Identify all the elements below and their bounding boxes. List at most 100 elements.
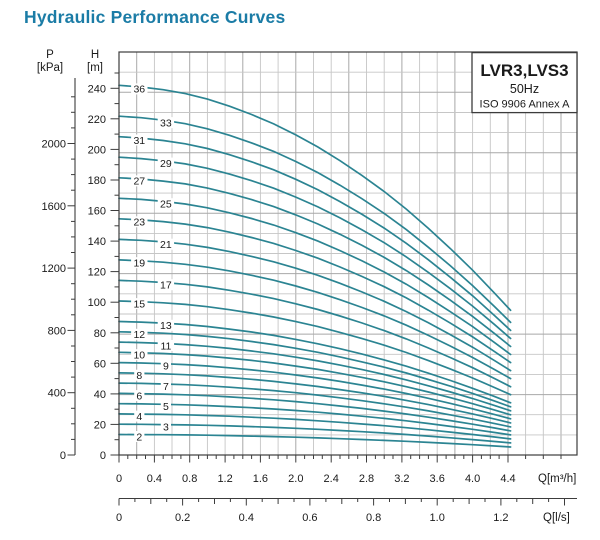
pump-curve-25 bbox=[118, 197, 512, 356]
curve-label-bg-13 bbox=[157, 319, 175, 331]
curve-label-10: 10 bbox=[133, 350, 145, 362]
curve-label-bg-36 bbox=[131, 83, 148, 95]
curve-label-5: 5 bbox=[163, 401, 169, 413]
curve-label-bg-27 bbox=[131, 175, 148, 187]
pump-curve-15 bbox=[118, 300, 512, 396]
pump-curve-19 bbox=[118, 259, 512, 380]
pump-curves-layer bbox=[118, 84, 512, 448]
plot-border bbox=[118, 51, 578, 456]
head-tick-label: 20 bbox=[94, 419, 106, 431]
flow-m3h-tick-label: 3.2 bbox=[394, 473, 409, 485]
pump-curve-27 bbox=[118, 176, 512, 348]
curve-label-33: 33 bbox=[160, 117, 172, 129]
head-tick-label: 240 bbox=[88, 83, 106, 95]
pump-curve-11 bbox=[118, 341, 512, 412]
curve-label-8: 8 bbox=[136, 370, 142, 382]
pump-curve-5 bbox=[118, 402, 512, 436]
curve-label-bg-11 bbox=[157, 340, 175, 351]
flow-ls-axis-label: Q[l/s] bbox=[543, 512, 570, 524]
pump-curve-13 bbox=[118, 320, 512, 404]
flow-m3h-tick-label: 0 bbox=[116, 473, 122, 485]
head-tick-label: 140 bbox=[88, 236, 106, 248]
head-tick-label: 180 bbox=[88, 175, 106, 187]
pressure-axis-unit: [kPa] bbox=[37, 62, 63, 74]
head-tick-label: 0 bbox=[100, 450, 106, 462]
legend-standard: ISO 9906 Annex A bbox=[480, 99, 571, 111]
flow-ls-tick-label: 0 bbox=[116, 512, 122, 524]
curve-label-7: 7 bbox=[163, 381, 169, 393]
pressure-tick-label: 1600 bbox=[42, 201, 66, 213]
flow-m3h-tick-label: 3.6 bbox=[430, 473, 445, 485]
pump-curve-36 bbox=[118, 84, 512, 312]
curve-label-bg-10 bbox=[131, 349, 148, 361]
curve-labels-layer: 36 33 31 29 27 25 23 21 19 17 15 13 12 11 10 9 8 7 6 5 4 3 2 bbox=[131, 83, 175, 443]
curve-label-bg-31 bbox=[131, 134, 148, 146]
page-title: Hydraulic Performance Curves bbox=[24, 7, 286, 27]
curve-label-2: 2 bbox=[136, 431, 142, 443]
pump-curve-29 bbox=[118, 156, 512, 340]
curve-label-bg-29 bbox=[157, 157, 175, 169]
pressure-tick-label: 800 bbox=[48, 325, 66, 337]
curve-label-19: 19 bbox=[133, 258, 145, 270]
flow-ls-tick-label: 0.4 bbox=[239, 512, 254, 524]
pump-curve-6 bbox=[118, 392, 512, 432]
flow-m3h-tick-label: 1.2 bbox=[217, 473, 232, 485]
curve-label-bg-5 bbox=[160, 400, 171, 412]
curve-label-3: 3 bbox=[163, 421, 169, 433]
head-axis-unit: [m] bbox=[87, 62, 103, 74]
curve-label-bg-3 bbox=[160, 421, 171, 433]
flow-m3h-tick-label: 4.0 bbox=[465, 473, 480, 485]
legend-box: LVR3,LVS3 50Hz ISO 9906 Annex A bbox=[471, 51, 578, 114]
curve-label-9: 9 bbox=[163, 361, 169, 373]
pump-curve-17 bbox=[118, 279, 512, 388]
curve-label-36: 36 bbox=[133, 84, 145, 96]
curve-label-27: 27 bbox=[133, 176, 145, 188]
curve-label-bg-23 bbox=[131, 216, 148, 228]
curve-label-12: 12 bbox=[133, 329, 145, 341]
curve-label-bg-8 bbox=[134, 369, 145, 381]
flow-m3h-axis-label: Q[m³/h] bbox=[538, 473, 576, 485]
curve-label-bg-17 bbox=[157, 279, 175, 291]
flow-m3h-tick-label: 2.8 bbox=[359, 473, 374, 485]
pump-curve-12 bbox=[118, 330, 512, 408]
flow-m3h-tick-label: 2.0 bbox=[288, 473, 303, 485]
curve-label-11: 11 bbox=[160, 340, 171, 352]
legend-frequency: 50Hz bbox=[510, 82, 539, 96]
pump-curve-4 bbox=[118, 413, 512, 440]
pump-curve-8 bbox=[118, 372, 512, 424]
pressure-tick-label: 1200 bbox=[42, 263, 66, 275]
curve-label-bg-6 bbox=[134, 390, 145, 402]
curve-label-17: 17 bbox=[160, 280, 172, 292]
head-axis-title: H bbox=[91, 49, 99, 61]
curve-label-bg-15 bbox=[131, 298, 148, 310]
curve-label-4: 4 bbox=[136, 411, 142, 423]
flow-ls-tick-label: 0.2 bbox=[175, 512, 190, 524]
pressure-tick-label: 400 bbox=[48, 388, 66, 400]
curve-label-bg-7 bbox=[160, 380, 171, 392]
flow-ls-tick-label: 0.6 bbox=[302, 512, 317, 524]
pump-curve-3 bbox=[118, 423, 512, 444]
pump-curve-23 bbox=[118, 217, 512, 364]
head-tick-label: 40 bbox=[94, 389, 106, 401]
curve-label-13: 13 bbox=[160, 320, 172, 332]
curve-label-bg-19 bbox=[131, 257, 148, 269]
axis-ticks-layer: 0204060801001201401601802002202400400800… bbox=[42, 72, 565, 524]
curve-label-bg-2 bbox=[134, 431, 145, 442]
pump-curve-2 bbox=[118, 433, 512, 448]
head-tick-label: 120 bbox=[88, 267, 106, 279]
pump-curve-9 bbox=[118, 361, 512, 420]
pump-curve-31 bbox=[118, 135, 512, 332]
curve-label-21: 21 bbox=[160, 239, 172, 251]
flow-m3h-tick-label: 2.4 bbox=[324, 473, 339, 485]
pump-curve-33 bbox=[118, 115, 512, 324]
head-tick-label: 220 bbox=[88, 114, 106, 126]
curve-label-bg-4 bbox=[134, 410, 145, 422]
flow-ls-tick-label: 1.0 bbox=[430, 512, 445, 524]
curve-label-6: 6 bbox=[136, 390, 142, 402]
curve-label-29: 29 bbox=[160, 158, 172, 170]
grid-layer bbox=[119, 52, 577, 455]
head-tick-label: 160 bbox=[88, 206, 106, 218]
legend-model: LVR3,LVS3 bbox=[480, 61, 568, 80]
curve-label-31: 31 bbox=[133, 135, 145, 147]
